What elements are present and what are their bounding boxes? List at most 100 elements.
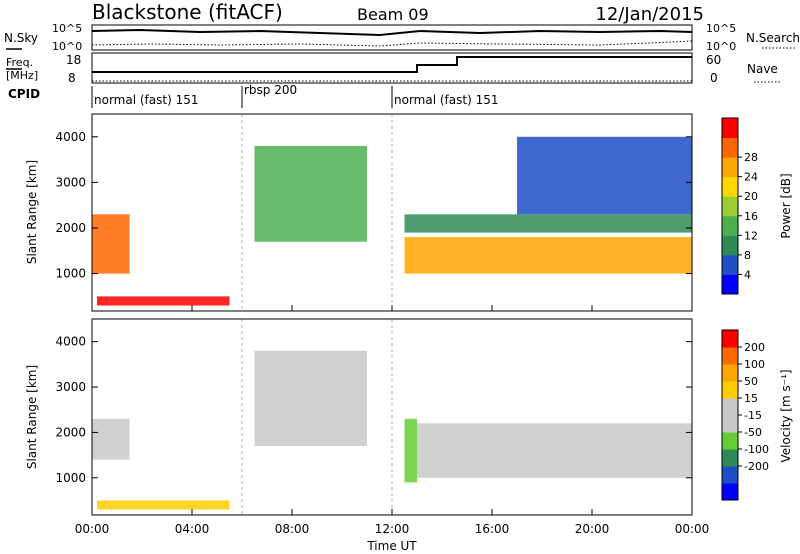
noise-search-label: N.Search	[746, 31, 800, 45]
velocity-data-marks	[92, 350, 692, 510]
colorbar-cell	[722, 449, 738, 467]
colorbar-cell	[722, 215, 738, 236]
data-feature	[97, 500, 230, 510]
velocity-panel: 1000 2000 3000 4000 Slant Range [km]	[25, 318, 693, 516]
colorbar-tick-label: -50	[744, 426, 762, 439]
y-tick-label: 2000	[55, 221, 86, 235]
data-feature	[254, 350, 367, 447]
noise-left-tick-bottom: 10^0	[52, 40, 82, 53]
freq-tick-top: 18	[66, 53, 81, 67]
x-tick-label: 00:00	[675, 522, 710, 536]
noise-left-tick-top: 10^5	[52, 22, 82, 35]
colorbar-cell	[722, 157, 738, 178]
power-y-axis-label: Slant Range [km]	[25, 160, 39, 264]
colorbar-tick-label: 28	[744, 151, 758, 164]
cpid-row: CPID normal (fast) 151 rbsp 200 normal (…	[8, 83, 498, 108]
nave-tick-top: 60	[706, 53, 721, 67]
colorbar-cell	[722, 330, 738, 348]
data-feature	[517, 136, 692, 215]
data-feature	[404, 418, 417, 483]
colorbar-tick-label: 200	[744, 341, 765, 354]
colorbar-tick-label: -200	[744, 460, 769, 473]
velocity-colorbar-label: Velocity [m s⁻¹]	[779, 369, 793, 462]
colorbar-tick-label: 8	[744, 249, 751, 262]
y-tick-label: 1000	[55, 471, 86, 485]
colorbar-tick-label: 12	[744, 229, 758, 242]
y-tick-label: 3000	[55, 175, 86, 189]
data-feature	[92, 418, 130, 460]
nave-label: Nave	[747, 62, 778, 76]
frequency-trace	[92, 56, 692, 73]
noise-right-tick-bottom: 10^0	[706, 40, 736, 53]
velocity-colorbar: 200 100 50 15 -15 -50 -100 -200 Velocity [m s⁻¹…	[721, 329, 793, 501]
cpid-segment-2: rbsp 200	[244, 83, 297, 97]
x-tick-label: 20:00	[575, 522, 610, 536]
y-tick-label: 2000	[55, 425, 86, 439]
colorbar-cell	[722, 381, 738, 399]
colorbar-cell	[722, 196, 738, 217]
cpid-label: CPID	[8, 87, 40, 101]
x-tick-label: 12:00	[375, 522, 410, 536]
x-axis-label: Time UT	[366, 539, 417, 553]
colorbar-cell	[722, 235, 738, 256]
colorbar-tick-label: 16	[744, 210, 758, 223]
frequency-panel: Freq. [MHz] 18 8 60 0 Nave	[6, 52, 780, 85]
colorbar-cell	[722, 432, 738, 450]
time-x-axis: 00:00 04:00 08:00 12:00 16:00 20:00 00:00	[75, 305, 710, 536]
y-tick-label: 1000	[55, 267, 86, 281]
colorbar-tick-label: 100	[744, 358, 765, 371]
power-colorbar-label: Power [dB]	[779, 173, 793, 238]
colorbar-cell	[722, 254, 738, 275]
colorbar-cell	[722, 274, 738, 295]
cpid-segment-1: normal (fast) 151	[94, 93, 198, 107]
velocity-colorbar-cells	[722, 330, 738, 501]
colorbar-cell	[722, 118, 738, 139]
y-tick-label: 4000	[55, 335, 86, 349]
noise-panel: N.Sky 10^5 10^0 10^5 10^0 N.Search	[4, 22, 800, 53]
data-feature	[92, 214, 130, 274]
power-colorbar-ticks: 4 8 12 16 20 24 28	[738, 151, 758, 281]
x-tick-label: 16:00	[475, 522, 510, 536]
freq-tick-bottom: 8	[68, 71, 76, 85]
nave-tick-bottom: 0	[710, 71, 718, 85]
cpid-segment-3: normal (fast) 151	[394, 93, 498, 107]
colorbar-cell	[722, 364, 738, 382]
colorbar-tick-label: 24	[744, 171, 758, 184]
power-y-axis: 1000 2000 3000 4000	[55, 130, 692, 281]
data-feature	[417, 423, 692, 478]
data-feature	[404, 237, 692, 274]
colorbar-cell	[722, 347, 738, 365]
colorbar-tick-label: 4	[744, 268, 751, 281]
colorbar-tick-label: -15	[744, 409, 762, 422]
freq-label-line1: Freq.	[6, 56, 33, 69]
date-label: 12/Jan/2015	[595, 4, 704, 25]
power-panel: 1000 2000 3000 4000 Slant Range [km]	[25, 113, 693, 312]
colorbar-cell	[722, 398, 738, 416]
colorbar-tick-label: 20	[744, 190, 758, 203]
x-tick-label: 00:00	[75, 522, 110, 536]
y-tick-label: 4000	[55, 130, 86, 144]
plot-title: Blackstone (fitACF)	[92, 0, 283, 24]
data-feature	[254, 145, 367, 242]
power-colorbar-cells	[722, 118, 738, 295]
colorbar-cell	[722, 176, 738, 197]
x-tick-label: 08:00	[275, 522, 310, 536]
colorbar-cell	[722, 415, 738, 433]
colorbar-tick-label: 50	[744, 375, 758, 388]
velocity-y-axis-label: Slant Range [km]	[25, 365, 39, 469]
data-feature	[404, 214, 692, 233]
freq-label-line2: [MHz]	[6, 69, 38, 82]
velocity-y-axis: 1000 2000 3000 4000	[55, 335, 692, 485]
colorbar-cell	[722, 466, 738, 484]
noise-right-tick-top: 10^5	[706, 22, 736, 35]
noise-sky-trace	[91, 28, 693, 37]
power-colorbar: 4 8 12 16 20 24 28 Power [dB]	[721, 117, 793, 295]
colorbar-cell	[722, 483, 738, 501]
noise-sky-label: N.Sky	[4, 31, 38, 45]
power-data-marks	[92, 136, 692, 306]
beam-label: Beam 09	[357, 5, 429, 24]
x-tick-label: 04:00	[175, 522, 210, 536]
noise-search-trace	[91, 40, 693, 47]
velocity-colorbar-ticks: 200 100 50 15 -15 -50 -100 -200	[738, 341, 769, 473]
